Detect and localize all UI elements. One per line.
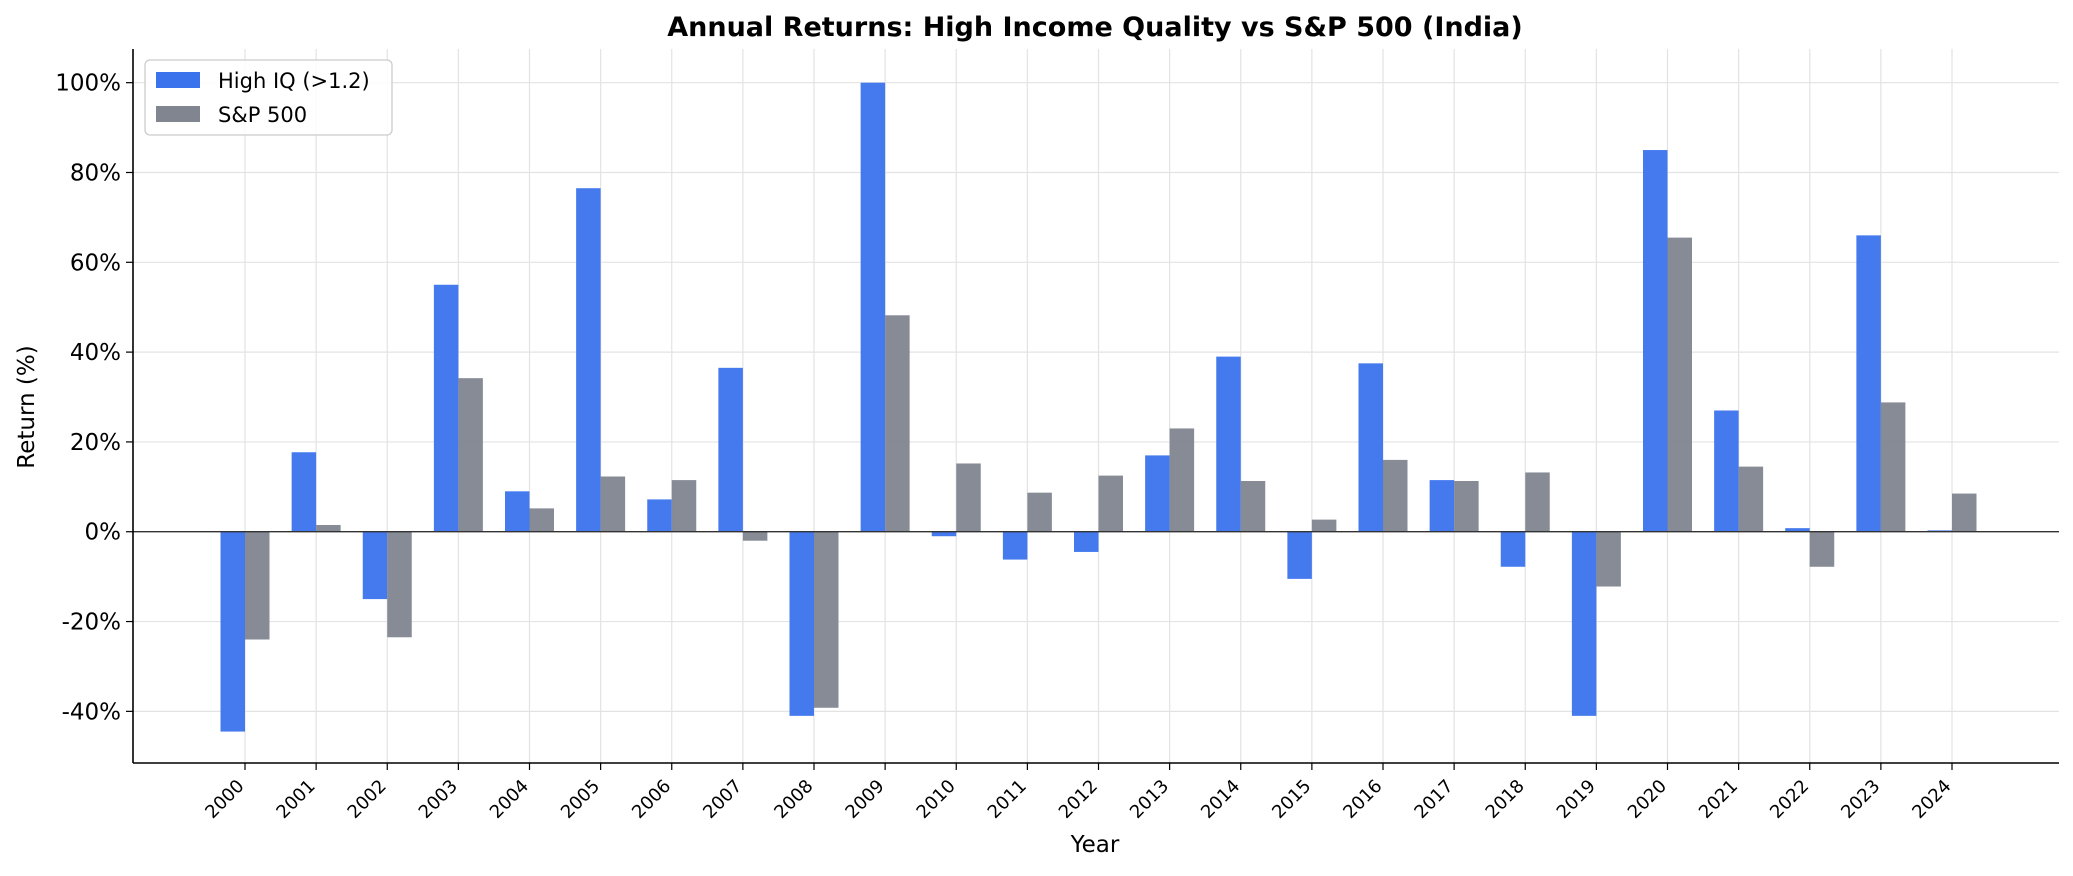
y-tick-label: 60% bbox=[70, 250, 121, 276]
bar-high-iq bbox=[291, 452, 317, 532]
x-tick-label: 2007 bbox=[699, 776, 746, 823]
bar-high-iq bbox=[1074, 531, 1099, 552]
bar-high-iq bbox=[1145, 455, 1170, 532]
y-tick-label: 40% bbox=[70, 340, 121, 366]
bar-high-iq bbox=[1216, 356, 1241, 532]
bar-sp500 bbox=[814, 531, 839, 708]
y-tick-label: 0% bbox=[85, 520, 122, 546]
x-tick-label: 2019 bbox=[1553, 776, 1600, 823]
bar-high-iq bbox=[362, 531, 388, 600]
bar-high-iq bbox=[789, 531, 814, 716]
x-tick-label: 2014 bbox=[1197, 776, 1244, 823]
bar-sp500 bbox=[1809, 531, 1835, 567]
bar-high-iq bbox=[647, 499, 672, 532]
bar-sp500 bbox=[1596, 531, 1621, 587]
bar-sp500 bbox=[1667, 237, 1692, 532]
x-tick-label: 2000 bbox=[201, 776, 248, 823]
bar-sp500 bbox=[1311, 519, 1337, 532]
x-tick-label: 2010 bbox=[913, 776, 960, 823]
x-tick-label: 2017 bbox=[1410, 776, 1457, 823]
bar-sp500 bbox=[1880, 402, 1906, 532]
x-tick-label: 2003 bbox=[415, 776, 462, 823]
x-tick-label: 2012 bbox=[1055, 776, 1102, 823]
bar-sp500 bbox=[600, 476, 626, 532]
x-tick-label: 2016 bbox=[1339, 776, 1386, 823]
grid-lines bbox=[133, 49, 2059, 763]
chart-title: Annual Returns: High Income Quality vs S… bbox=[667, 12, 1523, 43]
bar-high-iq bbox=[931, 531, 957, 537]
bar-high-iq bbox=[1002, 531, 1028, 560]
bar-high-iq bbox=[1571, 531, 1597, 716]
x-tick-label: 2023 bbox=[1837, 776, 1884, 823]
legend: High IQ (>1.2) S&P 500 bbox=[144, 59, 393, 136]
bar-sp500 bbox=[1027, 492, 1052, 532]
legend-swatch-high-iq bbox=[156, 72, 200, 88]
x-tick-label: 2022 bbox=[1766, 776, 1813, 823]
x-tick-label: 2015 bbox=[1268, 776, 1315, 823]
bar-high-iq bbox=[433, 284, 459, 532]
bar-high-iq bbox=[1358, 363, 1383, 532]
x-tick-label: 2009 bbox=[841, 776, 888, 823]
bar-high-iq bbox=[718, 367, 743, 532]
bar-sp500 bbox=[387, 531, 412, 638]
x-tick-label: 2013 bbox=[1126, 776, 1173, 823]
x-tick-label: 2005 bbox=[557, 776, 604, 823]
x-tick-label: 2008 bbox=[770, 776, 817, 823]
bar-high-iq bbox=[860, 82, 886, 532]
bar-high-iq bbox=[505, 491, 530, 532]
x-tick-label: 2024 bbox=[1908, 776, 1955, 823]
bar-sp500 bbox=[1098, 475, 1123, 532]
y-tick-label: -20% bbox=[62, 610, 121, 636]
x-tick-label: 2004 bbox=[486, 776, 533, 823]
bar-sp500 bbox=[1738, 466, 1764, 532]
bar-sp500 bbox=[316, 525, 341, 532]
y-tick-label: 20% bbox=[70, 430, 121, 456]
bars bbox=[220, 82, 1977, 732]
bar-high-iq bbox=[576, 188, 601, 532]
bar-sp500 bbox=[1454, 480, 1479, 532]
y-tick-label: 80% bbox=[70, 160, 121, 186]
x-axis-ticks: 2000 2001 2002 2003 2004 2005 2006 2007 2008 2009… bbox=[201, 763, 1956, 823]
bar-sp500 bbox=[671, 480, 697, 532]
bar-sp500 bbox=[1240, 480, 1266, 532]
legend-swatch-sp500 bbox=[156, 106, 200, 122]
bar-sp500 bbox=[742, 531, 768, 541]
axes bbox=[132, 49, 2059, 764]
bar-sp500 bbox=[529, 508, 554, 532]
bar-sp500 bbox=[1383, 459, 1408, 532]
x-tick-label: 2002 bbox=[344, 776, 391, 823]
bar-high-iq bbox=[1500, 531, 1526, 567]
x-axis-label: Year bbox=[1070, 832, 1120, 858]
legend-label-sp500: S&P 500 bbox=[218, 103, 307, 127]
x-tick-label: 2001 bbox=[272, 776, 319, 823]
x-tick-label: 2006 bbox=[628, 776, 675, 823]
x-tick-label: 2018 bbox=[1482, 776, 1529, 823]
bar-high-iq bbox=[1714, 410, 1739, 532]
legend-label-high-iq: High IQ (>1.2) bbox=[218, 69, 370, 93]
bar-sp500 bbox=[458, 378, 483, 532]
bar-sp500 bbox=[245, 531, 270, 640]
bar-sp500 bbox=[1525, 472, 1550, 532]
x-tick-label: 2011 bbox=[984, 776, 1031, 823]
bar-high-iq bbox=[1643, 150, 1668, 532]
bar-sp500 bbox=[1169, 428, 1195, 532]
bar-sp500 bbox=[885, 315, 910, 532]
bar-sp500 bbox=[956, 463, 981, 532]
y-tick-label: -40% bbox=[62, 699, 121, 725]
bar-high-iq bbox=[1856, 235, 1881, 532]
legend-frame bbox=[144, 59, 393, 136]
y-tick-label: 100% bbox=[55, 71, 121, 97]
x-tick-label: 2020 bbox=[1624, 776, 1671, 823]
bar-sp500 bbox=[1952, 493, 1977, 532]
bar-high-iq bbox=[220, 531, 245, 732]
y-axis-label: Return (%) bbox=[14, 345, 40, 468]
bar-high-iq bbox=[1785, 528, 1810, 532]
y-axis-ticks: -40% -20% 0% 20% 40% 60% 80% 100% bbox=[55, 71, 133, 725]
bar-high-iq bbox=[1287, 531, 1312, 579]
bar-high-iq bbox=[1429, 480, 1455, 532]
x-tick-label: 2021 bbox=[1695, 776, 1742, 823]
